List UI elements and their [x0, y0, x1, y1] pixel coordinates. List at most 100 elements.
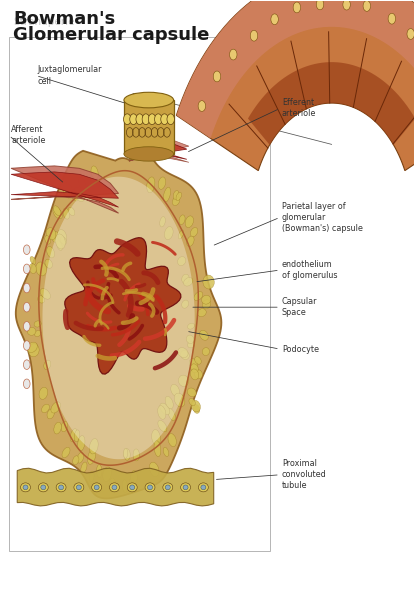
Ellipse shape [190, 369, 199, 380]
Ellipse shape [56, 483, 66, 492]
Ellipse shape [63, 208, 70, 219]
Ellipse shape [56, 241, 62, 250]
Circle shape [271, 14, 278, 25]
Ellipse shape [203, 275, 214, 289]
Ellipse shape [61, 421, 68, 432]
Ellipse shape [164, 187, 171, 202]
Ellipse shape [124, 92, 173, 108]
Ellipse shape [124, 147, 173, 161]
Polygon shape [11, 166, 119, 213]
Ellipse shape [97, 464, 102, 478]
Ellipse shape [38, 483, 48, 492]
Ellipse shape [34, 321, 41, 327]
Circle shape [407, 29, 415, 40]
Ellipse shape [151, 430, 161, 445]
Ellipse shape [73, 456, 79, 465]
Ellipse shape [27, 342, 37, 353]
Ellipse shape [62, 447, 70, 458]
Ellipse shape [163, 483, 173, 492]
Ellipse shape [127, 483, 137, 492]
Ellipse shape [54, 422, 61, 434]
Ellipse shape [165, 397, 173, 409]
Ellipse shape [195, 356, 201, 364]
Ellipse shape [129, 478, 134, 488]
Ellipse shape [165, 485, 170, 490]
Text: Strandperle: Strandperle [13, 17, 75, 28]
Ellipse shape [182, 274, 189, 284]
Ellipse shape [191, 400, 200, 412]
Ellipse shape [46, 228, 56, 240]
Ellipse shape [186, 335, 194, 344]
Ellipse shape [190, 227, 198, 237]
Ellipse shape [173, 191, 179, 199]
Ellipse shape [202, 295, 211, 304]
Text: Glomerular capsule: Glomerular capsule [13, 26, 210, 44]
Ellipse shape [124, 449, 130, 460]
Circle shape [316, 0, 324, 10]
Ellipse shape [178, 257, 186, 266]
Ellipse shape [145, 483, 155, 492]
Ellipse shape [41, 485, 46, 490]
Ellipse shape [198, 483, 208, 492]
Ellipse shape [154, 440, 161, 457]
Ellipse shape [201, 485, 206, 490]
Ellipse shape [131, 470, 137, 484]
Ellipse shape [74, 430, 80, 442]
Circle shape [363, 1, 371, 11]
Circle shape [23, 379, 30, 389]
Circle shape [23, 341, 30, 350]
Circle shape [23, 302, 30, 312]
Polygon shape [11, 172, 119, 207]
Ellipse shape [71, 190, 78, 201]
Circle shape [293, 2, 300, 13]
Ellipse shape [60, 236, 66, 244]
Ellipse shape [77, 452, 84, 463]
Ellipse shape [185, 216, 193, 227]
Ellipse shape [171, 385, 179, 396]
Polygon shape [176, 0, 415, 139]
Ellipse shape [89, 471, 94, 482]
Ellipse shape [158, 406, 166, 419]
Ellipse shape [195, 370, 203, 379]
Circle shape [167, 114, 174, 125]
Ellipse shape [178, 230, 183, 239]
Text: Capsular
Space: Capsular Space [282, 297, 317, 317]
Ellipse shape [182, 300, 188, 308]
Ellipse shape [74, 483, 84, 492]
Ellipse shape [183, 278, 193, 286]
Circle shape [124, 114, 131, 125]
Ellipse shape [63, 183, 72, 198]
Ellipse shape [147, 485, 152, 490]
Ellipse shape [79, 178, 86, 191]
Ellipse shape [190, 364, 198, 373]
Ellipse shape [51, 402, 61, 413]
Circle shape [136, 114, 144, 125]
Ellipse shape [178, 375, 188, 386]
Circle shape [343, 0, 350, 10]
Ellipse shape [168, 409, 176, 421]
Ellipse shape [147, 177, 155, 193]
Ellipse shape [81, 462, 87, 473]
Ellipse shape [198, 309, 206, 317]
Circle shape [229, 49, 237, 60]
Ellipse shape [181, 483, 190, 492]
Text: Podocyte: Podocyte [282, 344, 319, 353]
Ellipse shape [112, 485, 117, 490]
Ellipse shape [202, 300, 211, 309]
Ellipse shape [188, 323, 194, 329]
Ellipse shape [160, 403, 170, 415]
Ellipse shape [178, 347, 188, 358]
Circle shape [213, 71, 221, 82]
Polygon shape [124, 100, 173, 154]
Ellipse shape [76, 187, 85, 202]
Ellipse shape [158, 177, 166, 190]
Ellipse shape [109, 478, 115, 492]
Circle shape [250, 31, 258, 41]
Ellipse shape [200, 331, 208, 340]
Ellipse shape [187, 236, 194, 247]
Polygon shape [248, 62, 415, 145]
Ellipse shape [47, 247, 54, 258]
Ellipse shape [45, 236, 51, 244]
Text: Proximal
convoluted
tubule: Proximal convoluted tubule [282, 459, 327, 490]
Ellipse shape [55, 234, 65, 249]
